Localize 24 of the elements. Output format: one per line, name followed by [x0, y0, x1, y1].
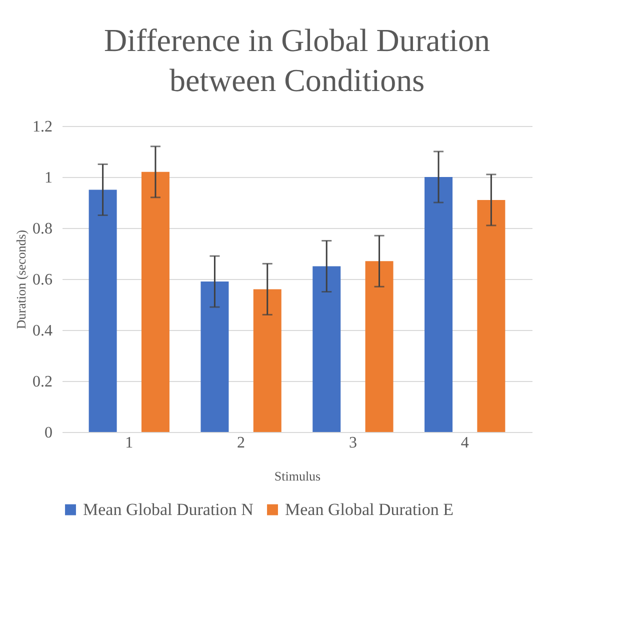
- y-tick-label: 1: [44, 170, 52, 186]
- bar: [424, 177, 453, 432]
- y-tick-label: 1.2: [32, 118, 52, 136]
- y-tick-label: 0: [44, 424, 52, 442]
- x-tick-label: 2: [237, 434, 246, 452]
- bar: [312, 266, 341, 432]
- y-axis-title: Duration (seconds): [14, 230, 28, 330]
- bar: [200, 282, 229, 432]
- legend-label: Mean Global Duration N: [83, 500, 254, 519]
- bar: [141, 172, 170, 432]
- bar: [88, 190, 117, 432]
- bar: [253, 289, 282, 432]
- bar: [477, 200, 506, 432]
- y-tick-label: 0.6: [32, 272, 52, 288]
- y-tick-label: 0.2: [32, 374, 52, 390]
- chart-title: Difference in Global Duration between Conditions: [104, 22, 490, 98]
- y-tick-label: 0.8: [32, 220, 52, 238]
- y-tick-label: 0.4: [32, 322, 52, 340]
- legend-label: Mean Global Duration E: [285, 500, 454, 519]
- x-tick-label: 1: [125, 434, 134, 452]
- x-tick-label: 4: [460, 434, 469, 452]
- x-tick-label: 3: [348, 434, 357, 452]
- x-axis-title: Stimulus: [274, 468, 321, 484]
- bar: [365, 261, 394, 432]
